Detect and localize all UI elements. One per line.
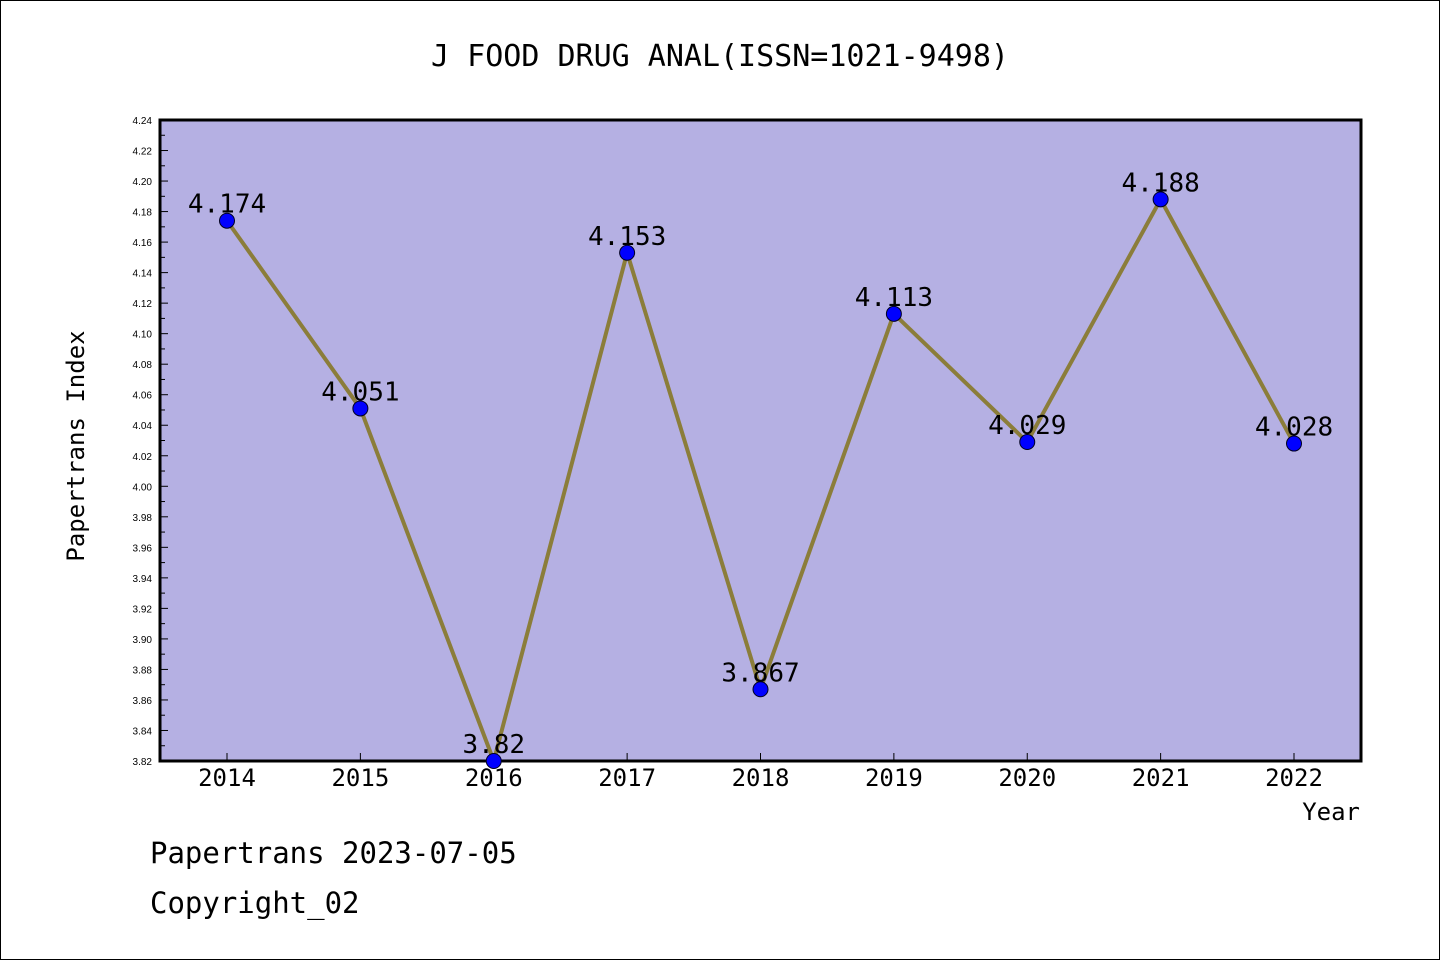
y-tick-label: 4.14 — [133, 269, 153, 280]
chart-title: J FOOD DRUG ANAL(ISSN=1021-9498) — [431, 39, 1009, 74]
y-tick-label: 4.12 — [133, 299, 153, 310]
y-tick-label: 4.00 — [133, 482, 153, 493]
x-tick-label: 2019 — [865, 764, 923, 792]
y-tick-label: 4.04 — [133, 421, 153, 432]
data-label: 4.153 — [588, 222, 666, 252]
data-point — [885, 305, 902, 322]
y-tick-label: 3.90 — [133, 635, 153, 646]
y-tick-label: 4.16 — [133, 238, 153, 249]
data-label: 4.174 — [188, 190, 266, 220]
x-tick-label: 2020 — [998, 764, 1056, 792]
x-tick-label: 2022 — [1265, 764, 1323, 792]
data-label: 4.029 — [988, 411, 1066, 441]
y-tick-label: 4.02 — [133, 452, 153, 463]
x-tick-label: 2017 — [598, 764, 656, 792]
data-point — [485, 753, 502, 769]
data-label: 4.051 — [321, 377, 399, 407]
plot-area — [158, 118, 1363, 763]
y-tick-label: 3.84 — [133, 726, 153, 737]
data-point — [752, 681, 769, 698]
y-tick-label: 3.98 — [133, 513, 153, 524]
data-point — [619, 244, 636, 261]
x-tick-label: 2014 — [198, 764, 256, 792]
data-point — [219, 212, 235, 229]
footer-date: Papertrans 2023-07-05 — [150, 836, 517, 870]
y-tick-label: 4.06 — [133, 391, 153, 402]
y-axis-label: Papertrans Index — [62, 330, 90, 561]
y-tick-label: 3.96 — [133, 543, 153, 554]
y-tick-label: 3.82 — [133, 757, 153, 768]
y-tick-label: 4.10 — [133, 330, 153, 341]
footer-copyright: Copyright_02 — [150, 886, 360, 920]
data-label: 4.188 — [1121, 168, 1199, 198]
y-tick-label: 3.86 — [133, 696, 153, 707]
x-axis-label: Year — [1302, 798, 1360, 826]
y-tick-label: 4.18 — [133, 208, 153, 219]
y-tick-label: 3.94 — [133, 574, 153, 585]
data-point — [1019, 434, 1036, 451]
data-point — [352, 400, 369, 417]
x-tick-label: 2015 — [331, 764, 389, 792]
data-label: 3.867 — [721, 658, 799, 688]
x-tick-label: 2021 — [1132, 764, 1190, 792]
data-label: 3.82 — [462, 730, 525, 760]
data-label: 4.028 — [1255, 413, 1333, 443]
data-label: 4.113 — [855, 283, 933, 313]
y-tick-label: 4.22 — [133, 147, 153, 158]
y-tick-label: 3.88 — [133, 665, 153, 676]
data-point — [1286, 435, 1302, 452]
y-tick-label: 3.92 — [133, 604, 153, 615]
x-tick-label: 2018 — [732, 764, 790, 792]
y-tick-label: 4.20 — [133, 177, 153, 188]
y-tick-label: 4.08 — [133, 360, 153, 371]
data-point — [1152, 191, 1169, 208]
y-tick-label: 4.24 — [133, 116, 153, 127]
